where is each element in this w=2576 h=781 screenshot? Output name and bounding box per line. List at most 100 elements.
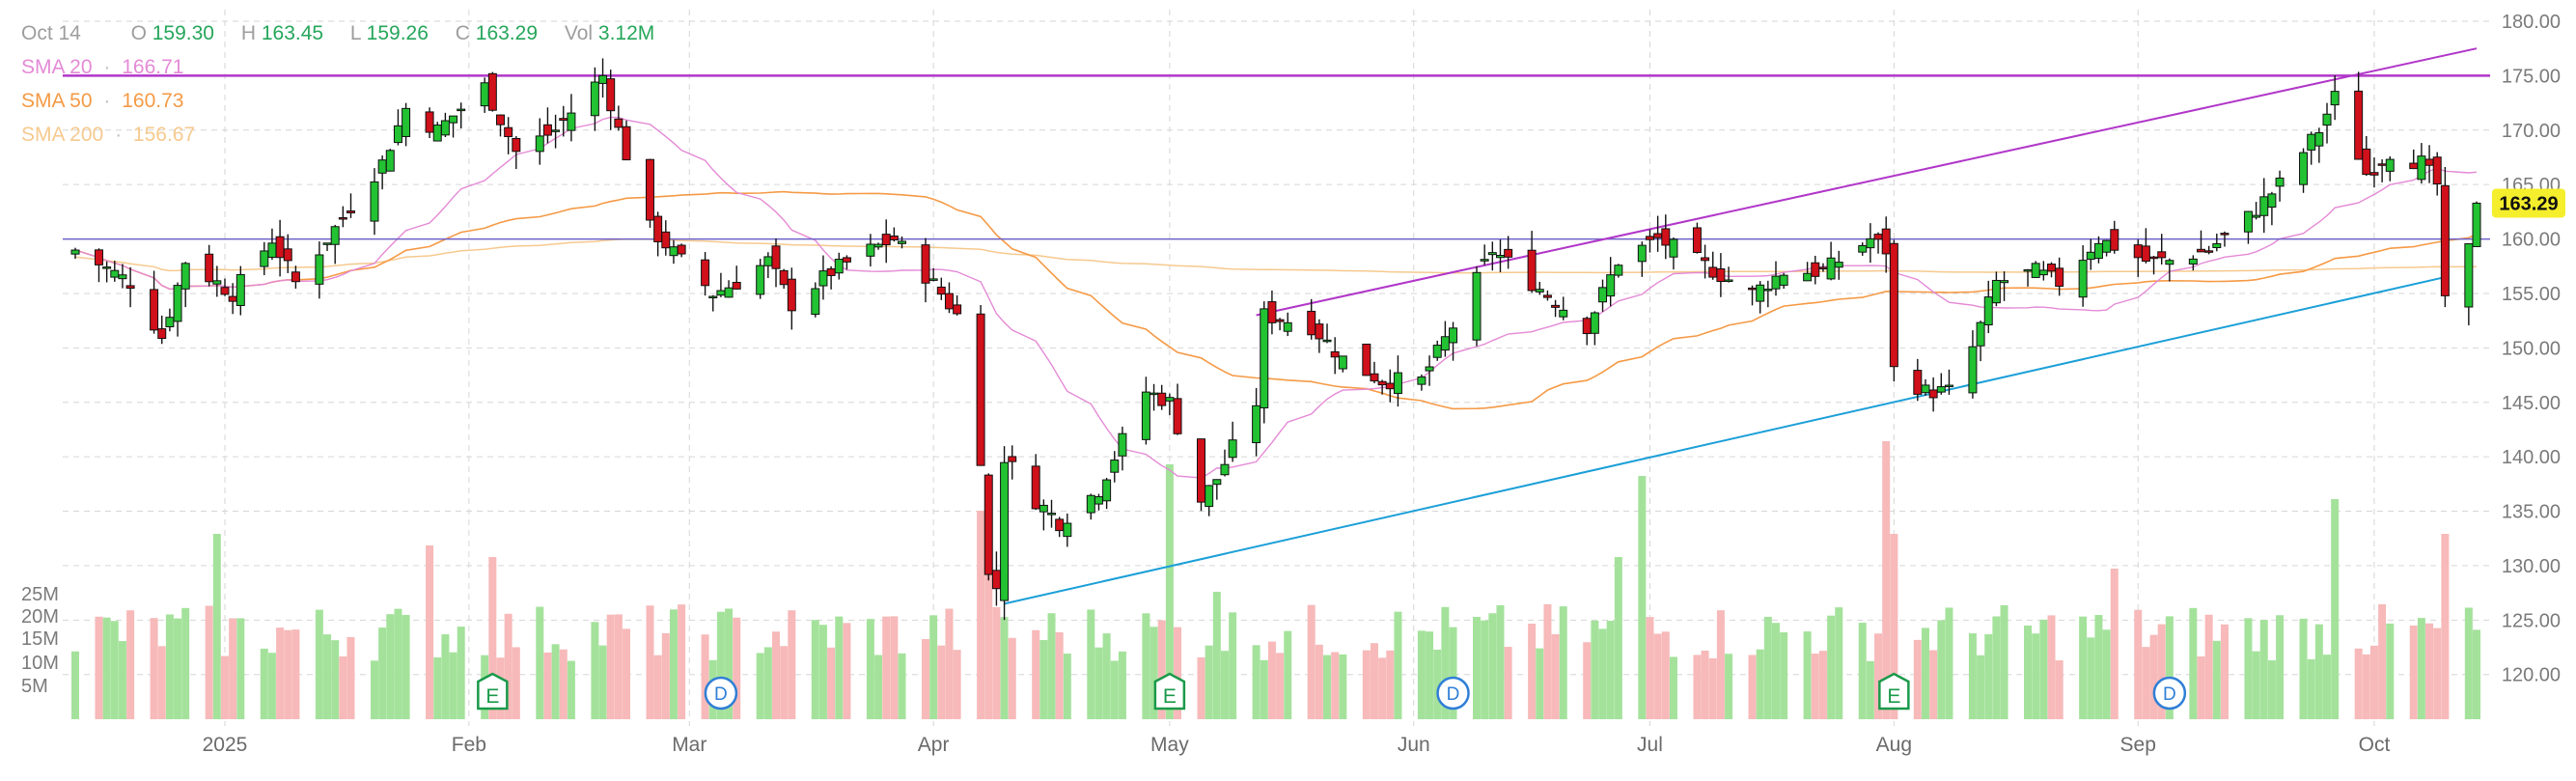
volume-bar[interactable]	[1284, 630, 1292, 719]
candle[interactable]	[2472, 201, 2481, 247]
volume-bar[interactable]	[1929, 650, 1938, 719]
candle[interactable]	[1393, 355, 1402, 407]
candle[interactable]	[716, 272, 726, 297]
volume-bar[interactable]	[2102, 629, 2111, 719]
volume-bar[interactable]	[701, 634, 709, 719]
candle[interactable]	[2409, 149, 2419, 170]
candle[interactable]	[2038, 261, 2048, 281]
volume-bar[interactable]	[1591, 620, 1599, 719]
candle[interactable]	[1692, 222, 1702, 254]
volume-bar[interactable]	[1992, 616, 2001, 719]
candle[interactable]	[677, 243, 686, 258]
volume-bar[interactable]	[2307, 658, 2315, 719]
candle[interactable]	[1928, 377, 1938, 412]
volume-bar[interactable]	[1968, 632, 1977, 719]
volume-bar[interactable]	[890, 616, 899, 719]
candle[interactable]	[157, 315, 167, 345]
volume-bar[interactable]	[898, 653, 906, 719]
candle[interactable]	[1449, 321, 1458, 361]
candle[interactable]	[606, 70, 616, 130]
candle[interactable]	[150, 270, 159, 334]
candle[interactable]	[205, 244, 214, 287]
volume-bar[interactable]	[922, 638, 929, 719]
volume-bar[interactable]	[1362, 650, 1371, 719]
candle[interactable]	[1724, 266, 1733, 283]
volume-bar[interactable]	[2149, 634, 2158, 719]
candle[interactable]	[1763, 280, 1773, 308]
candle[interactable]	[1425, 355, 1434, 386]
volume-bar[interactable]	[181, 607, 190, 719]
candle[interactable]	[1417, 374, 1426, 391]
volume-bar[interactable]	[449, 652, 457, 719]
volume-bar[interactable]	[2362, 654, 2370, 719]
volume-bar[interactable]	[212, 534, 221, 719]
candle[interactable]	[1432, 340, 1442, 361]
volume-bar[interactable]	[157, 646, 166, 719]
candle[interactable]	[1913, 358, 1923, 402]
volume-bar[interactable]	[2024, 625, 2033, 719]
volume-bar[interactable]	[2267, 660, 2276, 719]
volume-bar[interactable]	[1984, 633, 1993, 719]
volume-bar[interactable]	[2212, 640, 2221, 719]
candle[interactable]	[889, 227, 899, 242]
volume-bar[interactable]	[1827, 615, 1836, 719]
candle[interactable]	[457, 102, 466, 129]
volume-bar[interactable]	[1606, 621, 1615, 719]
volume-bar[interactable]	[1536, 648, 1544, 719]
volume-bar[interactable]	[1937, 620, 1946, 719]
volume-bar[interactable]	[315, 609, 323, 719]
candle[interactable]	[1701, 244, 1710, 279]
earnings-marker[interactable]: E	[477, 672, 509, 711]
volume-bar[interactable]	[953, 650, 961, 719]
volume-bar[interactable]	[346, 636, 355, 719]
volume-bar[interactable]	[1417, 630, 1426, 719]
candle[interactable]	[165, 308, 175, 332]
candle[interactable]	[1220, 449, 1230, 477]
candle[interactable]	[2252, 202, 2261, 220]
candle[interactable]	[1102, 477, 1112, 510]
candle[interactable]	[260, 241, 269, 275]
candle[interactable]	[496, 114, 505, 137]
volume-bar[interactable]	[772, 631, 781, 719]
volume-bar[interactable]	[2142, 647, 2150, 719]
candle[interactable]	[1873, 232, 1883, 254]
volume-bar[interactable]	[2079, 616, 2088, 719]
volume-bar[interactable]	[1094, 647, 1103, 719]
candle[interactable]	[2141, 228, 2150, 264]
volume-bar[interactable]	[2204, 614, 2213, 719]
volume-bar[interactable]	[220, 655, 229, 719]
candle[interactable]	[661, 220, 671, 256]
volume-bar[interactable]	[1323, 655, 1332, 719]
volume-bar[interactable]	[1260, 659, 1268, 719]
volume-bar[interactable]	[733, 617, 741, 719]
candle[interactable]	[1228, 421, 1237, 462]
volume-bar[interactable]	[1835, 607, 1843, 719]
volume-bar[interactable]	[441, 634, 450, 719]
volume-bar[interactable]	[488, 557, 497, 719]
candle[interactable]	[1110, 451, 1120, 483]
candle[interactable]	[2322, 102, 2332, 144]
volume-bar[interactable]	[2473, 629, 2480, 719]
resistance-trend-line[interactable]	[1256, 47, 2478, 317]
volume-bar[interactable]	[2165, 616, 2174, 719]
candle[interactable]	[708, 294, 718, 312]
candle[interactable]	[212, 265, 222, 297]
volume-bar[interactable]	[2323, 655, 2332, 719]
volume-bar[interactable]	[1386, 650, 1395, 719]
volume-bar[interactable]	[1559, 606, 1567, 719]
volume-bar[interactable]	[291, 629, 300, 719]
volume-bar[interactable]	[1693, 655, 1702, 719]
sma200-legend[interactable]: SMA 200 · 156.67	[21, 123, 676, 156]
sma20-legend[interactable]: SMA 20 · 166.71	[21, 55, 676, 89]
volume-bar[interactable]	[267, 653, 276, 719]
volume-bar[interactable]	[835, 616, 844, 719]
volume-bar[interactable]	[1267, 641, 1276, 719]
volume-bar[interactable]	[1858, 623, 1867, 719]
volume-bar[interactable]	[669, 609, 678, 719]
volume-bar[interactable]	[426, 545, 434, 719]
candle[interactable]	[898, 236, 907, 249]
earnings-marker[interactable]: E	[1878, 672, 1910, 711]
candle[interactable]	[2212, 234, 2222, 252]
volume-bar[interactable]	[174, 618, 182, 719]
volume-bar[interactable]	[780, 646, 789, 719]
